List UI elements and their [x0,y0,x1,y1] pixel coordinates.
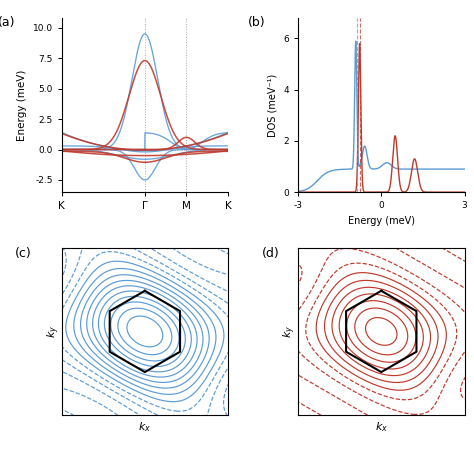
Text: (c): (c) [15,247,32,260]
Y-axis label: Energy (meV): Energy (meV) [17,69,27,141]
X-axis label: $k_x$: $k_x$ [138,420,151,434]
X-axis label: Energy (meV): Energy (meV) [348,216,415,226]
Text: (b): (b) [248,16,266,29]
Y-axis label: DOS (meV⁻¹): DOS (meV⁻¹) [268,73,278,137]
Y-axis label: $k_y$: $k_y$ [45,325,62,338]
Y-axis label: $k_y$: $k_y$ [282,325,298,338]
Text: (a): (a) [0,16,16,29]
Text: (d): (d) [261,247,279,260]
X-axis label: $k_x$: $k_x$ [375,420,388,434]
